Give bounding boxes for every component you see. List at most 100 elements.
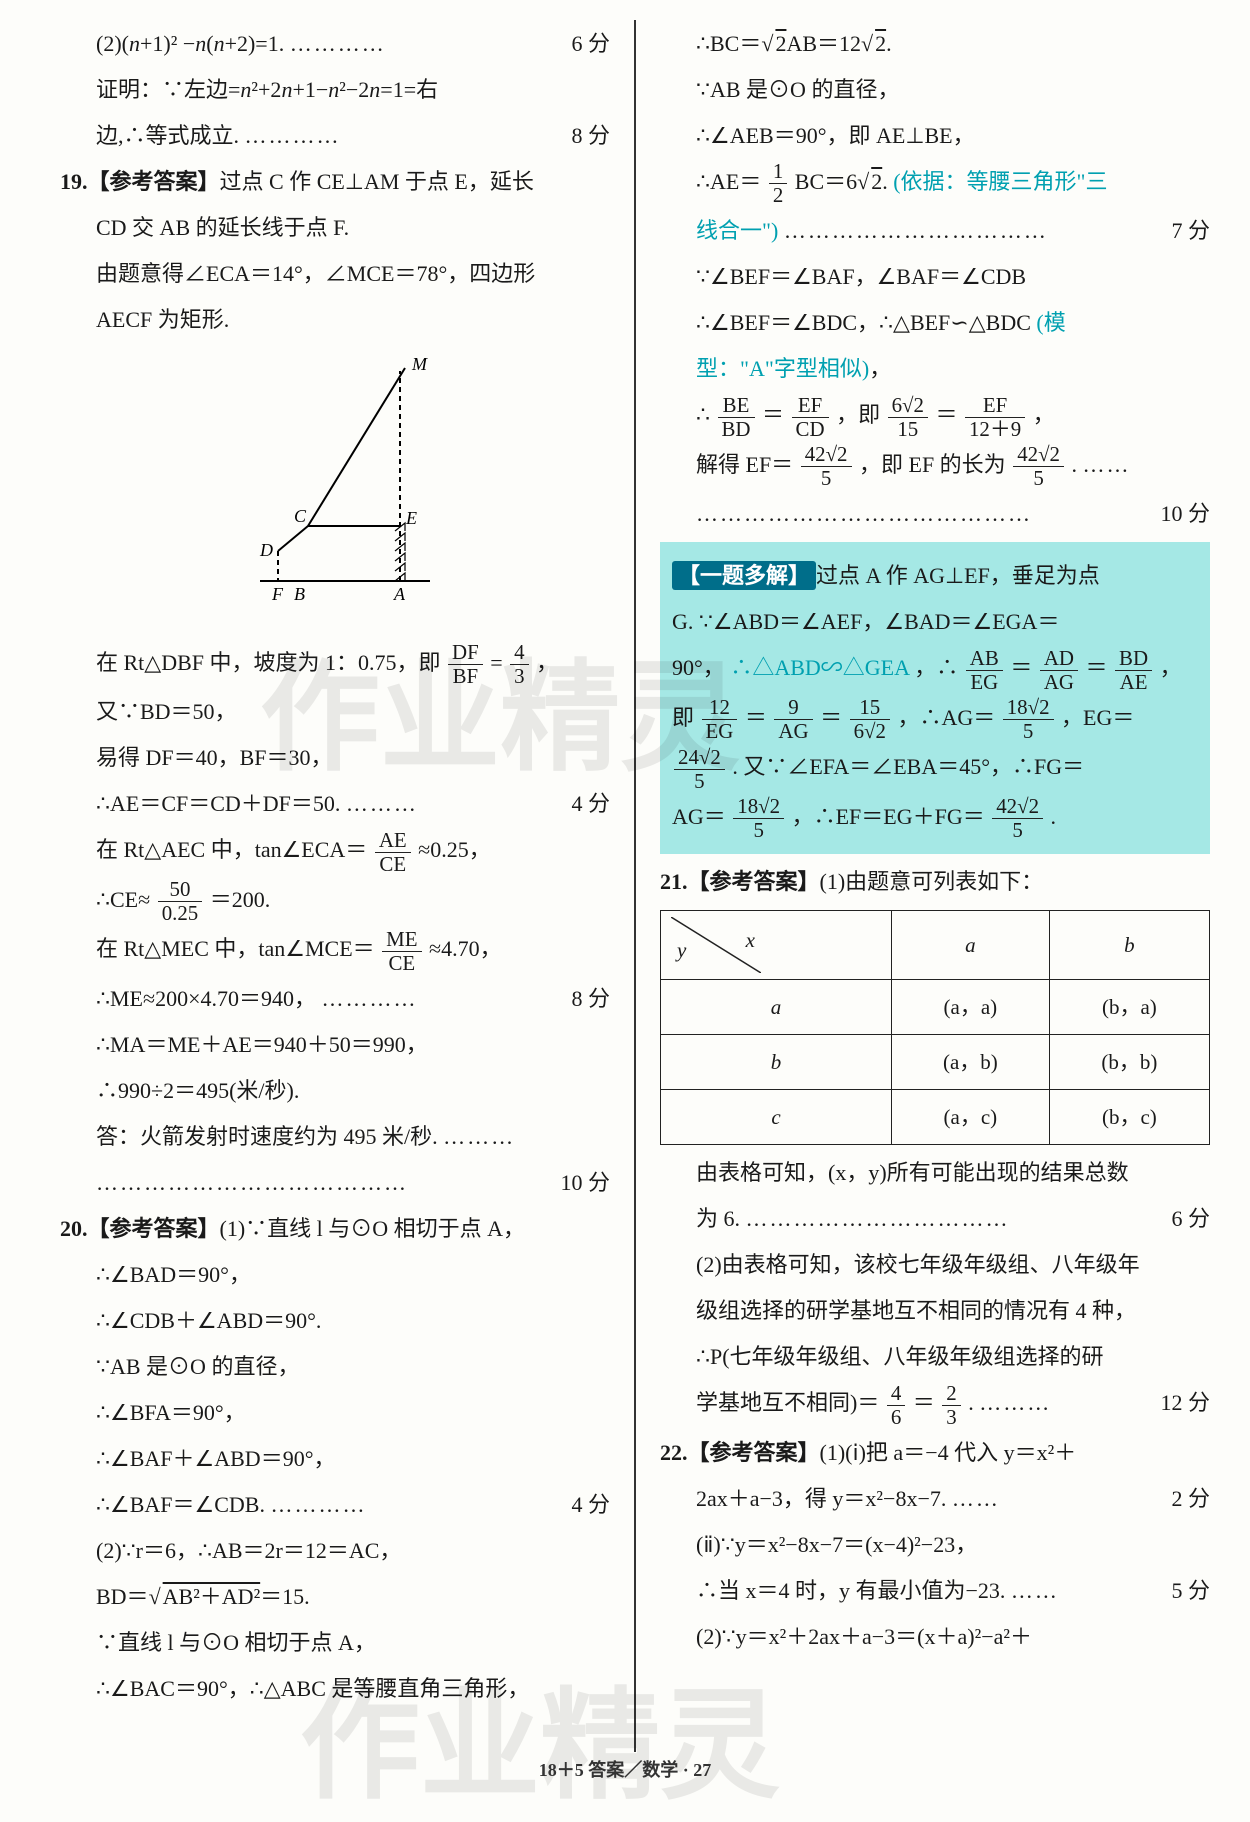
t: ＝ (1010, 655, 1032, 680)
num: 12 (702, 696, 738, 720)
text-line: ∵∠BEF＝∠BAF，∠BAF＝∠CDB (660, 255, 1210, 299)
text-line: ∴∠AEB＝90°，即 AE⊥BE， (660, 114, 1210, 158)
qnum: 19. (60, 169, 88, 194)
text-line: ∴990÷2＝495(米/秒). (60, 1069, 610, 1113)
t: . (968, 1390, 974, 1415)
t: ，∴EF＝EG＋FG＝ (792, 804, 985, 829)
t: ＝200. (210, 887, 271, 912)
dots: …………………………………… (696, 501, 1032, 526)
th: a (891, 911, 1049, 980)
t: . (1072, 452, 1078, 477)
t: (1)(ⅰ)把 a＝−4 代入 y＝x²＋ (820, 1440, 1077, 1465)
score: 5 分 (1171, 1569, 1210, 1613)
text-line: 解得 EF＝ 42√25 ，即 EF 的长为 42√25 . …… (660, 443, 1210, 490)
t: AB＝12 (786, 31, 861, 56)
den: 6√2 (850, 720, 890, 743)
box-label: 【一题多解】 (672, 561, 816, 590)
t: 过点 C 作 CE⊥AM 于点 E，延长 (220, 169, 534, 194)
text-line: 证明：∵左边=n²+2n+1−n²−2n=1=右 (60, 68, 610, 112)
t: ≈4.70， (429, 936, 502, 961)
t: (2)由表格可知，该校七年级年级组、八年级年 (696, 1252, 1140, 1277)
t: ∵AB 是⊙O 的直径， (696, 77, 899, 102)
text-line: …………………………………… 10 分 (660, 492, 1210, 536)
td: (b，c) (1049, 1090, 1209, 1145)
ref-label: 【参考答案】 (688, 1440, 820, 1465)
t: ＝ (935, 402, 957, 427)
question-22: 22.【参考答案】(1)(ⅰ)把 a＝−4 代入 y＝x²＋ (660, 1431, 1210, 1475)
th-y: y (677, 929, 686, 971)
qnum: 21. (660, 869, 688, 894)
t: (2)∵r＝6，∴AB＝2r＝12＝AC， (96, 1538, 401, 1563)
score: 7 分 (1171, 209, 1210, 253)
num: 42√2 (992, 795, 1043, 819)
t: ≈0.25， (418, 837, 491, 862)
t: ∴AE＝CF＝CD＋DF＝50. (96, 791, 340, 816)
den: EG (966, 671, 1003, 694)
text-line: 答：火箭发射时速度约为 495 米/秒. ……… (60, 1115, 610, 1159)
text-line: BD＝√AB²＋AD²＝15. (60, 1575, 610, 1619)
question-21: 21.【参考答案】(1)由题意可列表如下： (660, 860, 1210, 904)
text-line: 由表格可知，(x，y)所有可能出现的结果总数 (660, 1151, 1210, 1195)
column-divider (634, 20, 636, 1752)
t: =1=右 (380, 77, 438, 102)
t: ∴BC＝ (696, 31, 761, 56)
question-19: 19.【参考答案】过点 C 作 CE⊥AM 于点 E，延长 (60, 160, 610, 204)
t: 又∵BD＝50， (96, 699, 237, 724)
t: 解得 EF＝ (696, 452, 793, 477)
t: ∵AB 是⊙O 的直径， (96, 1354, 299, 1379)
t: 2 (873, 31, 886, 56)
t: (1)由题意可列表如下： (820, 869, 1044, 894)
t: ＝ (762, 402, 784, 427)
t: BD＝ (96, 1584, 149, 1609)
text-line: ∴P(七年级年级组、八年级年级组选择的研 (660, 1335, 1210, 1379)
num: AD (1040, 647, 1078, 671)
den: 12＋9 (965, 418, 1025, 441)
t: (2)∵y＝x²＋2ax＋a−3＝(x＋a)²−a²＋ (696, 1624, 1032, 1649)
table-row: c (a，c) (b，c) (661, 1090, 1210, 1145)
t: BC＝6 (795, 169, 857, 194)
dots: ……… (443, 1124, 515, 1149)
num: 4 (510, 641, 528, 665)
num: 1 (769, 160, 787, 184)
label-B: B (294, 584, 305, 604)
text-line: ∴CE≈ 500.25 ＝200. (60, 878, 610, 925)
text-line: G. ∵∠ABD＝∠AEF，∠BAD＝∠EGA＝ (672, 600, 1198, 644)
t: 2ax＋a−3，得 y＝x²−8x−7. (696, 1486, 946, 1511)
t: ，∴ (914, 655, 958, 680)
t: 过点 A 作 AG⊥EF，垂足为点 (816, 563, 1100, 588)
t: ∴∠AEB＝90°，即 AE⊥BE， (696, 123, 975, 148)
label-F: F (271, 584, 284, 604)
t: AECF 为矩形. (96, 307, 229, 332)
score: 8 分 (571, 977, 610, 1021)
td: (a，b) (891, 1035, 1049, 1090)
probability-table: x y a b a (a，a) (b，a) b (a，b) (b，b) c (a… (660, 910, 1210, 1145)
text-line: ∴∠BEF＝∠BDC，∴△BEF∽△BDC (模 (660, 301, 1210, 345)
cyan-note: (模 (1036, 310, 1065, 335)
t: 在 Rt△AEC 中，tan∠ECA＝ (96, 837, 367, 862)
page-container: (2)(n+1)² −n(n+2)=1. ………… 6 分 证明：∵左边=n²+… (0, 0, 1250, 1812)
num: 4 (887, 1382, 905, 1406)
t: ＝ (913, 1390, 935, 1415)
den: AG (1040, 671, 1078, 694)
t: G. ∵∠ABD＝∠AEF，∠BAD＝∠EGA＝ (672, 609, 1059, 634)
num: ME (382, 928, 421, 952)
text-line: (ⅱ)∵y＝x²−8x−7＝(x−4)²−23， (660, 1523, 1210, 1567)
dots: ………… (270, 1492, 366, 1517)
dots: ………… (290, 31, 386, 56)
text-line: 级组选择的研学基地互不相同的情况有 4 种， (660, 1289, 1210, 1333)
score: 12 分 (1160, 1381, 1210, 1425)
num: 24√2 (674, 746, 725, 770)
den: 5 (733, 819, 784, 842)
den: EG (702, 720, 738, 743)
text-line: 为 6. …………………………… 6 分 (660, 1197, 1210, 1241)
den: 5 (801, 467, 852, 490)
t: ∴CE≈ (96, 887, 150, 912)
text-line: ∵直线 l 与⊙O 相切于点 A， (60, 1621, 610, 1665)
t: ∴MA＝ME＋AE＝940＋50＝990， (96, 1032, 428, 1057)
text-line: 线合一") …………………………… 7 分 (660, 209, 1210, 253)
t: ²+2 (251, 77, 281, 102)
t: ＝ (1086, 655, 1108, 680)
label-A: A (393, 584, 406, 604)
label-E: E (405, 508, 417, 528)
text-line: 学基地互不相同)＝ 46 ＝ 23 . ……… 12 分 (660, 1381, 1210, 1428)
